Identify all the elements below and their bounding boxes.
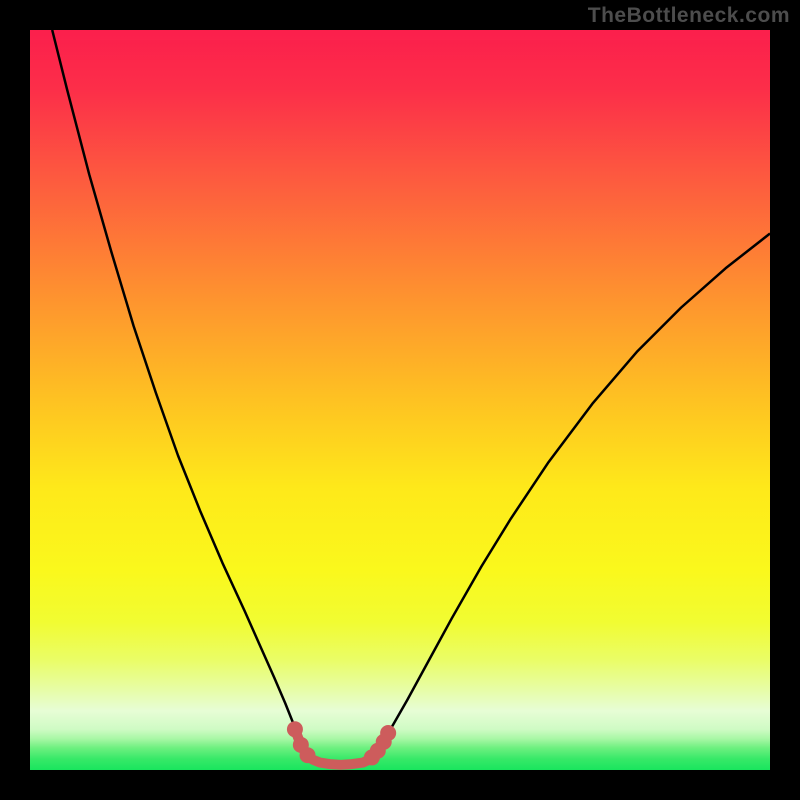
- bottleneck-curve-chart: [0, 0, 800, 800]
- optimal-range-marker: [380, 725, 396, 741]
- chart-container: TheBottleneck.com: [0, 0, 800, 800]
- optimal-range-marker: [300, 747, 316, 763]
- watermark-text: TheBottleneck.com: [588, 4, 790, 28]
- optimal-range-marker: [287, 721, 303, 737]
